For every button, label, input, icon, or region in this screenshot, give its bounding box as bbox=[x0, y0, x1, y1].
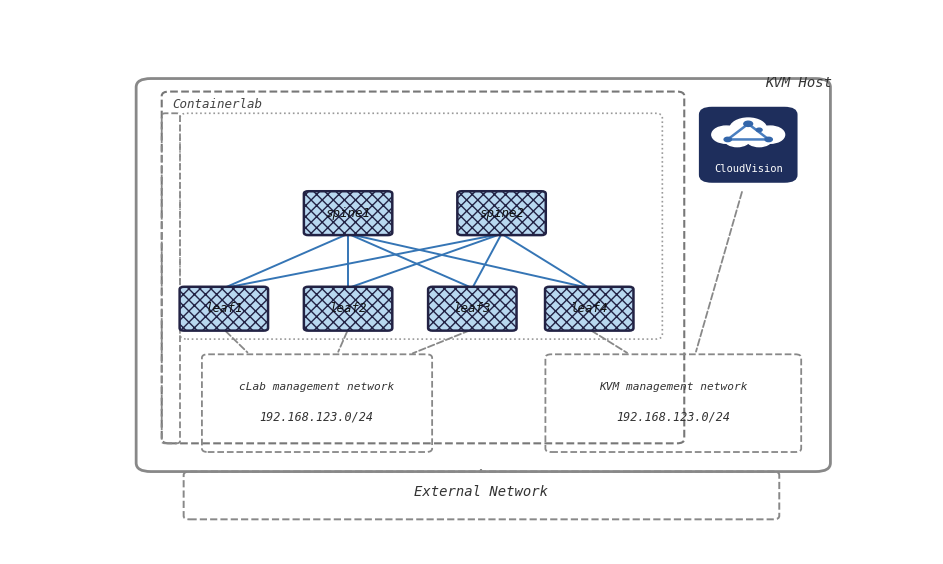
FancyBboxPatch shape bbox=[304, 287, 392, 331]
Circle shape bbox=[744, 121, 753, 126]
Circle shape bbox=[724, 131, 750, 147]
Text: External Network: External Network bbox=[414, 486, 548, 499]
Text: 192.168.123.0/24: 192.168.123.0/24 bbox=[259, 411, 373, 424]
Text: leaf3: leaf3 bbox=[454, 302, 491, 315]
FancyBboxPatch shape bbox=[428, 287, 517, 331]
Circle shape bbox=[746, 131, 772, 147]
Circle shape bbox=[724, 137, 732, 142]
FancyBboxPatch shape bbox=[699, 107, 798, 183]
Text: Containerlab: Containerlab bbox=[173, 98, 263, 111]
Circle shape bbox=[730, 118, 767, 140]
Text: CloudVision: CloudVision bbox=[714, 165, 783, 174]
Text: KVM management network: KVM management network bbox=[599, 382, 748, 392]
Circle shape bbox=[712, 126, 741, 143]
Circle shape bbox=[756, 128, 762, 131]
Text: leaf4: leaf4 bbox=[571, 302, 608, 315]
FancyBboxPatch shape bbox=[457, 191, 546, 235]
Text: leaf1: leaf1 bbox=[205, 302, 242, 315]
Circle shape bbox=[765, 137, 772, 142]
Text: KVM Host: KVM Host bbox=[765, 76, 832, 90]
Text: leaf2: leaf2 bbox=[329, 302, 367, 315]
Text: spine1: spine1 bbox=[325, 206, 371, 219]
Text: 192.168.123.0/24: 192.168.123.0/24 bbox=[617, 411, 730, 424]
FancyBboxPatch shape bbox=[545, 287, 634, 331]
Text: spine2: spine2 bbox=[479, 206, 524, 219]
Text: cLab management network: cLab management network bbox=[239, 382, 394, 392]
Circle shape bbox=[755, 126, 785, 143]
FancyBboxPatch shape bbox=[179, 287, 268, 331]
FancyBboxPatch shape bbox=[304, 191, 392, 235]
